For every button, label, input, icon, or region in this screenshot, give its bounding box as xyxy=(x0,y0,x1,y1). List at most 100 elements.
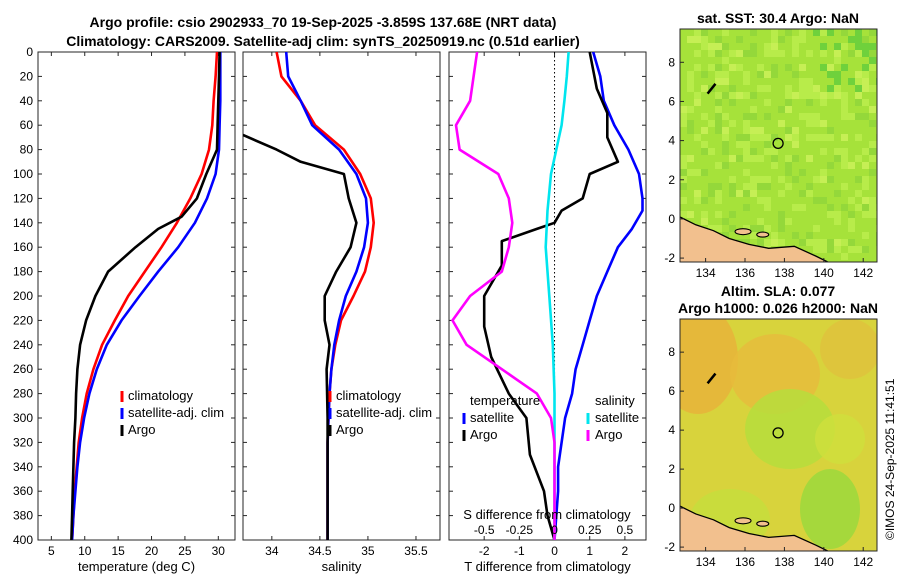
sst-cell xyxy=(750,50,757,57)
sst-cell xyxy=(694,36,701,43)
plot-frame xyxy=(448,51,647,541)
sst-cell xyxy=(827,134,834,141)
sst-cell xyxy=(708,190,715,197)
sst-cell xyxy=(729,50,736,57)
sst-cell xyxy=(764,141,771,148)
sst-cell xyxy=(792,232,799,239)
sst-cell xyxy=(841,106,848,113)
y-tick-label: 300 xyxy=(13,411,33,425)
sst-cell xyxy=(862,148,869,155)
top-x-tick-label: 0.5 xyxy=(617,523,634,537)
sst-cell xyxy=(834,211,841,218)
y-tick-label: 160 xyxy=(13,240,33,254)
sst-cell xyxy=(841,204,848,211)
sst-cell xyxy=(757,155,764,162)
sst-cell xyxy=(722,134,729,141)
sst-cell xyxy=(869,57,876,64)
sst-cell xyxy=(715,99,722,106)
sst-cell xyxy=(687,78,694,85)
sst-cell xyxy=(813,85,820,92)
x-tick-label: 138 xyxy=(774,266,794,280)
sst-cell xyxy=(764,239,771,246)
sst-cell xyxy=(771,71,778,78)
map-field xyxy=(680,29,877,262)
sst-cell xyxy=(750,92,757,99)
x-tick-label: 134 xyxy=(696,266,716,280)
sst-cell xyxy=(792,204,799,211)
sst-cell xyxy=(680,169,687,176)
sla-blob xyxy=(745,389,835,469)
sst-cell xyxy=(799,78,806,85)
sst-cell xyxy=(785,64,792,71)
temperature-panel: 0 20 40 60 80 100 120 140 160 180 200 220 240 260 280 3… xyxy=(13,45,236,574)
sst-cell xyxy=(848,197,855,204)
sst-cell xyxy=(855,204,862,211)
sst-cell xyxy=(701,211,708,218)
sst-cell xyxy=(841,92,848,99)
argo-location-marker xyxy=(772,137,784,149)
sst-cell xyxy=(687,71,694,78)
sst-cell xyxy=(806,78,813,85)
sst-cell xyxy=(792,36,799,43)
sst-cell xyxy=(771,148,778,155)
sst-cell xyxy=(722,232,729,239)
sst-cell xyxy=(834,71,841,78)
x-tick-label: 142 xyxy=(853,266,873,280)
sst-cell xyxy=(848,78,855,85)
sst-cell xyxy=(715,106,722,113)
sst-cell xyxy=(680,113,687,120)
sst-cell xyxy=(841,64,848,71)
sst-cell xyxy=(855,29,862,36)
sst-cell xyxy=(869,64,876,71)
sst-cell xyxy=(855,246,862,253)
sst-cell xyxy=(806,155,813,162)
sst-cell xyxy=(708,43,715,50)
sst-cell xyxy=(855,92,862,99)
sst-cell xyxy=(715,36,722,43)
island xyxy=(706,372,717,385)
sst-cell xyxy=(778,106,785,113)
sst-cell xyxy=(750,176,757,183)
sst-cell xyxy=(708,183,715,190)
sst-cell xyxy=(750,155,757,162)
sst-cell xyxy=(771,134,778,141)
sst-cell xyxy=(862,78,869,85)
sst-cell xyxy=(869,50,876,57)
sst-cell xyxy=(743,183,750,190)
sst-cell xyxy=(862,183,869,190)
y-tick-label: 60 xyxy=(20,118,34,132)
sst-cell xyxy=(701,71,708,78)
sst-cell xyxy=(792,92,799,99)
sst-cell xyxy=(701,218,708,225)
x-tick-label: 35.5 xyxy=(404,544,428,558)
sst-cell xyxy=(827,64,834,71)
y-tick-label: 380 xyxy=(13,509,33,523)
sst-cell xyxy=(855,176,862,183)
sst-cell xyxy=(750,106,757,113)
sst-cell xyxy=(694,134,701,141)
sst-cell xyxy=(715,113,722,120)
sst-cell xyxy=(834,78,841,85)
legend-label: Argo xyxy=(595,427,622,442)
sst-cell xyxy=(799,204,806,211)
sst-cell xyxy=(778,190,785,197)
sst-cell xyxy=(806,99,813,106)
sst-cell xyxy=(855,113,862,120)
sst-cell xyxy=(799,113,806,120)
sst-cell xyxy=(813,197,820,204)
sst-cell xyxy=(778,218,785,225)
y-tick-label: 400 xyxy=(13,533,33,547)
sst-cell xyxy=(701,141,708,148)
sst-cell xyxy=(813,176,820,183)
sst-cell xyxy=(834,92,841,99)
sst-cell xyxy=(792,141,799,148)
sst-cell xyxy=(855,155,862,162)
top-x-tick-label: 0 xyxy=(551,523,558,537)
sst-cell xyxy=(855,85,862,92)
sst-cell xyxy=(820,176,827,183)
sst-cell xyxy=(785,106,792,113)
island xyxy=(734,517,752,525)
sst-cell xyxy=(778,50,785,57)
sst-cell xyxy=(820,43,827,50)
sst-cell xyxy=(855,71,862,78)
